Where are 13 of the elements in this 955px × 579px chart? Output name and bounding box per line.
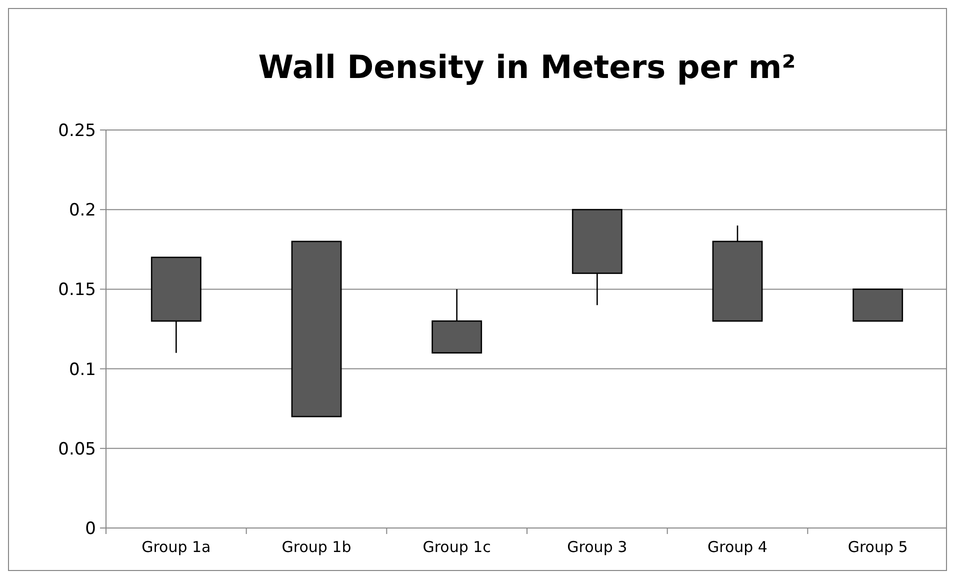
y-tick-label: 0.1 — [68, 360, 96, 380]
y-tick-label: 0 — [85, 518, 96, 539]
x-tick-label: Group 1b — [282, 538, 352, 556]
x-tick-label: Group 1a — [142, 538, 211, 556]
y-tick-label: 0.05 — [58, 439, 96, 460]
y-tick-label: 0.25 — [58, 120, 96, 141]
y-tick-label: 0.15 — [58, 280, 96, 300]
chart-title: Wall Density in Meters per m² — [258, 48, 796, 86]
x-tick-label: Group 1c — [422, 538, 491, 556]
x-tick-label: Group 4 — [708, 538, 768, 556]
y-tick-label: 0.2 — [68, 200, 96, 221]
x-tick-label: Group 3 — [567, 538, 628, 556]
x-tick-label: Group 5 — [848, 538, 908, 556]
